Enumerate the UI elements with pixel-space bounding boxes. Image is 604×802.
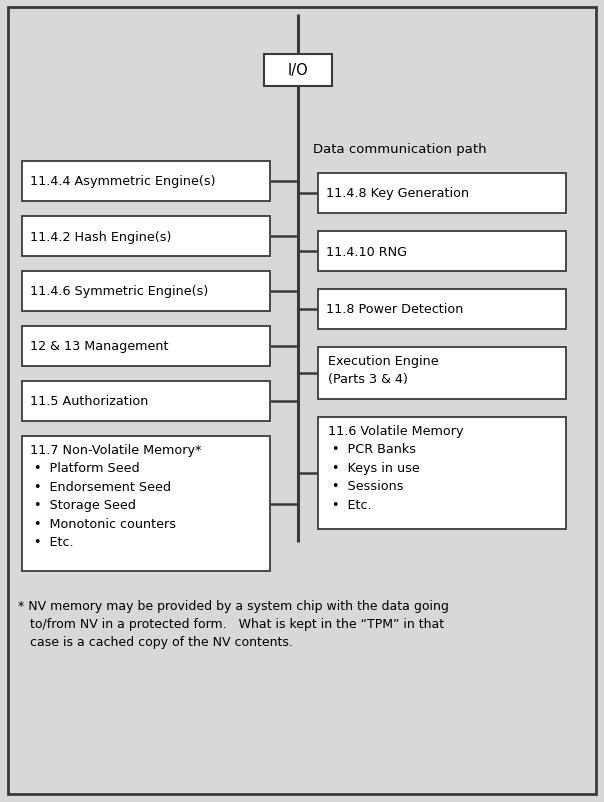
FancyBboxPatch shape [22, 326, 270, 367]
FancyBboxPatch shape [318, 347, 566, 399]
Text: Data communication path: Data communication path [313, 144, 487, 156]
FancyBboxPatch shape [318, 418, 566, 529]
FancyBboxPatch shape [318, 174, 566, 214]
Text: 11.8 Power Detection: 11.8 Power Detection [326, 303, 463, 316]
Text: 11.4.2 Hash Engine(s): 11.4.2 Hash Engine(s) [30, 230, 172, 243]
Text: Execution Engine
(Parts 3 & 4): Execution Engine (Parts 3 & 4) [328, 354, 439, 386]
FancyBboxPatch shape [318, 290, 566, 330]
Text: 11.6 Volatile Memory
 •  PCR Banks
 •  Keys in use
 •  Sessions
 •  Etc.: 11.6 Volatile Memory • PCR Banks • Keys … [328, 424, 463, 512]
Text: * NV memory may be provided by a system chip with the data going
   to/from NV i: * NV memory may be provided by a system … [18, 599, 449, 648]
Text: 11.4.10 RNG: 11.4.10 RNG [326, 245, 407, 258]
Text: 11.4.6 Symmetric Engine(s): 11.4.6 Symmetric Engine(s) [30, 286, 208, 298]
FancyBboxPatch shape [22, 382, 270, 422]
FancyBboxPatch shape [22, 217, 270, 257]
FancyBboxPatch shape [22, 436, 270, 571]
Text: 11.4.8 Key Generation: 11.4.8 Key Generation [326, 187, 469, 200]
FancyBboxPatch shape [264, 55, 332, 87]
Text: I/O: I/O [288, 63, 309, 79]
Text: 11.4.4 Asymmetric Engine(s): 11.4.4 Asymmetric Engine(s) [30, 176, 216, 188]
FancyBboxPatch shape [22, 272, 270, 312]
FancyBboxPatch shape [318, 232, 566, 272]
Text: 11.7 Non-Volatile Memory*
 •  Platform Seed
 •  Endorsement Seed
 •  Storage See: 11.7 Non-Volatile Memory* • Platform See… [30, 444, 202, 549]
Text: 12 & 13 Management: 12 & 13 Management [30, 340, 169, 353]
Text: 11.5 Authorization: 11.5 Authorization [30, 395, 149, 408]
FancyBboxPatch shape [22, 162, 270, 202]
